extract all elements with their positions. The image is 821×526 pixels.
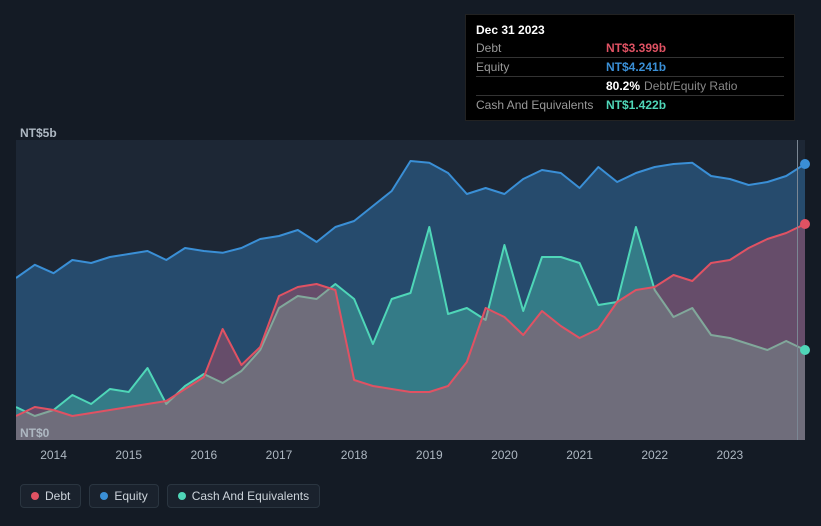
x-axis-label: 2015 [115,448,142,462]
series-marker-equity [800,159,810,169]
tooltip-row-label: Debt [476,41,606,55]
x-axis-label: 2016 [190,448,217,462]
y-axis-label: NT$5b [20,126,57,140]
tooltip-row-label: Cash And Equivalents [476,98,606,112]
chart-legend: Debt Equity Cash And Equivalents [20,484,320,508]
tooltip-row-value: NT$4.241b [606,60,666,74]
y-axis-label: NT$0 [20,426,49,440]
legend-dot-icon [178,492,186,500]
chart-tooltip: Dec 31 2023 DebtNT$3.399bEquityNT$4.241b… [465,14,795,121]
tooltip-row-value: NT$1.422b [606,98,666,112]
tooltip-row-value: NT$3.399b [606,41,666,55]
x-axis-label: 2014 [40,448,67,462]
x-axis-label: 2023 [716,448,743,462]
legend-item-cash[interactable]: Cash And Equivalents [167,484,320,508]
x-axis-label: 2020 [491,448,518,462]
legend-item-equity[interactable]: Equity [89,484,158,508]
tooltip-row: Cash And EquivalentsNT$1.422b [476,96,784,114]
x-axis-label: 2019 [416,448,443,462]
tooltip-ratio: 80.2%Debt/Equity Ratio [606,79,737,93]
x-axis-label: 2021 [566,448,593,462]
tooltip-row-label [476,79,606,93]
legend-label: Equity [114,489,147,503]
x-axis-label: 2017 [266,448,293,462]
tooltip-row: EquityNT$4.241b [476,58,784,77]
x-axis-label: 2018 [341,448,368,462]
series-marker-cash [800,345,810,355]
x-axis-label: 2022 [641,448,668,462]
legend-dot-icon [100,492,108,500]
legend-item-debt[interactable]: Debt [20,484,81,508]
series-marker-debt [800,219,810,229]
legend-label: Cash And Equivalents [192,489,309,503]
tooltip-row: DebtNT$3.399b [476,39,784,58]
tooltip-row: 80.2%Debt/Equity Ratio [476,77,784,96]
legend-dot-icon [31,492,39,500]
tooltip-date: Dec 31 2023 [476,21,784,39]
tooltip-row-label: Equity [476,60,606,74]
legend-label: Debt [45,489,70,503]
chart-cursor-line [797,140,798,440]
